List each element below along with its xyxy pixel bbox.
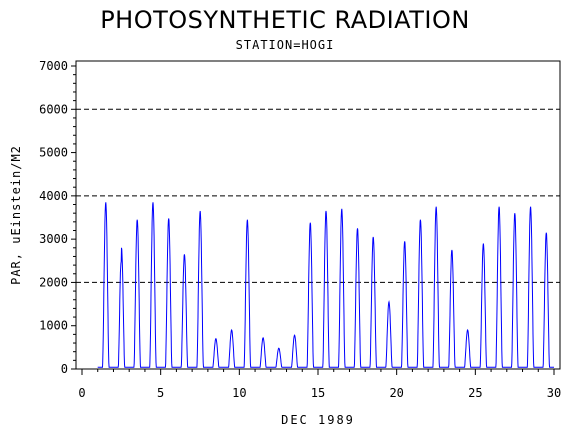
x-tick-label: 25 <box>468 386 482 400</box>
y-tick-label: 7000 <box>39 59 68 73</box>
y-tick-label: 2000 <box>39 275 68 289</box>
series-line-par <box>97 202 554 368</box>
chart-title: PHOTOSYNTHETIC RADIATION <box>100 6 470 34</box>
y-tick-label: 0 <box>61 362 68 376</box>
y-tick-label: 6000 <box>39 102 68 116</box>
y-axis: 0 1000 2000 3000 4000 5000 6000 7000 <box>39 59 76 376</box>
y-axis-label: PAR, uEinstein/M2 <box>9 145 23 285</box>
x-tick-label: 10 <box>232 386 246 400</box>
x-tick-label: 0 <box>78 386 85 400</box>
x-tick-label: 20 <box>389 386 403 400</box>
y-tick-label: 1000 <box>39 319 68 333</box>
y-tick-label: 3000 <box>39 232 68 246</box>
y-tick-label: 5000 <box>39 146 68 160</box>
x-axis: 0 5 10 15 20 25 30 <box>78 369 561 400</box>
y-tick-label: 4000 <box>39 189 68 203</box>
x-tick-label: 15 <box>311 386 325 400</box>
plot-frame <box>75 60 561 370</box>
x-tick-label: 30 <box>547 386 561 400</box>
chart-subtitle: STATION=HOGI <box>235 38 335 52</box>
x-axis-label: DEC 1989 <box>281 413 355 427</box>
x-tick-label: 5 <box>157 386 164 400</box>
reference-lines <box>76 108 560 283</box>
